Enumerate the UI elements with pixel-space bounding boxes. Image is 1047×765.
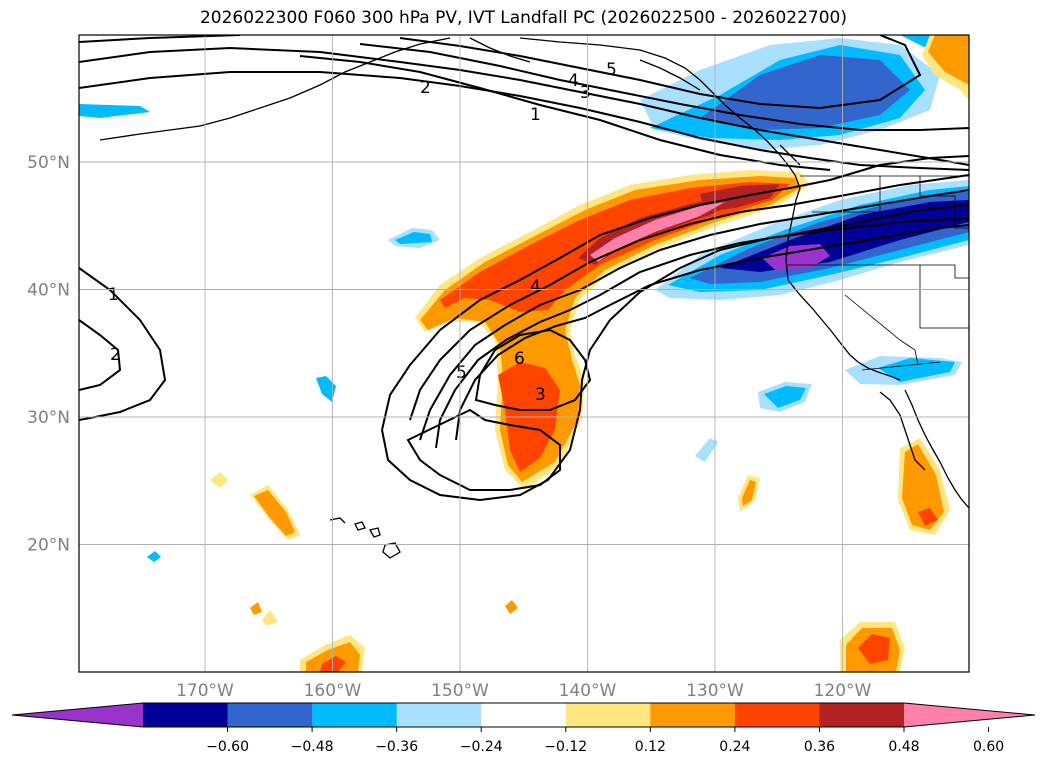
positive-shading-ar (415, 170, 810, 490)
colorbar-label: −0.48 (291, 739, 334, 755)
colorbar-label: 0.60 (973, 739, 1004, 755)
longitude-label: 140°W (559, 681, 617, 701)
coastlines (99, 37, 969, 559)
colorbar-label: −0.36 (375, 739, 418, 755)
negative-shading-small (147, 228, 962, 562)
colorbar-label: −0.24 (460, 739, 503, 755)
colorbar-label: 0.36 (804, 739, 835, 755)
longitude-labels: 170°W 160°W 150°W 140°W 130°W 120°W (176, 681, 871, 701)
colorbar-label: 0.24 (719, 739, 750, 755)
colorbar-segment (481, 703, 567, 727)
negative-shading-west-us (655, 180, 969, 300)
latitude-labels: 50°N 40°N 30°N 20°N (27, 153, 70, 556)
latitude-label: 20°N (27, 536, 70, 556)
colorbar-segment (143, 703, 229, 727)
colorbar-labels: −0.60 −0.48 −0.36 −0.24 −0.12 0.12 0.24 0.36 0.4… (206, 727, 1004, 755)
longitude-label: 170°W (176, 681, 234, 701)
contour-label: 5 (456, 363, 467, 383)
latitude-label: 40°N (27, 281, 70, 301)
colorbar-label: 0.48 (888, 739, 919, 755)
longitude-label: 120°W (814, 681, 872, 701)
colorbar-extend-min (12, 703, 143, 727)
colorbar-segment (396, 703, 482, 727)
contour-label: 4 (530, 277, 541, 297)
map-frame (78, 34, 970, 673)
contour-labels: 1 2 1 2 3 4 5 4 5 6 3 (108, 60, 617, 405)
borders (786, 175, 969, 371)
contour-label: 2 (420, 78, 431, 98)
contour-label: 4 (568, 71, 579, 91)
colorbar-extend-max (904, 703, 1035, 727)
contour-label: 3 (535, 385, 546, 405)
colorbar-segment (734, 703, 820, 727)
colorbar-segment (227, 703, 313, 727)
colorbar (11, 702, 1036, 728)
contour-label: 3 (580, 83, 591, 103)
contour-label: 1 (108, 285, 119, 305)
contour-label: 1 (530, 105, 541, 125)
positive-shading-small (210, 35, 969, 672)
colorbar-label: −0.12 (544, 739, 587, 755)
colorbar-label: 0.12 (635, 739, 666, 755)
contour-label: 5 (606, 60, 617, 80)
colorbar-segment (312, 703, 398, 727)
latitude-label: 30°N (27, 408, 70, 428)
colorbar-outline (11, 702, 1036, 728)
longitude-label: 160°W (304, 681, 362, 701)
colorbar-label: −0.60 (206, 739, 249, 755)
pv-contours (79, 35, 969, 502)
colorbar-segment (819, 703, 905, 727)
colorbar-segment (565, 703, 651, 727)
contour-label: 2 (110, 345, 121, 365)
latitude-label: 50°N (27, 153, 70, 173)
gridlines (79, 35, 969, 672)
contour-label: 6 (514, 349, 525, 369)
colorbar-segment (650, 703, 736, 727)
longitude-label: 150°W (431, 681, 489, 701)
map-title: 2026022300 F060 300 hPa PV, IVT Landfall… (199, 8, 847, 28)
longitude-label: 130°W (686, 681, 744, 701)
